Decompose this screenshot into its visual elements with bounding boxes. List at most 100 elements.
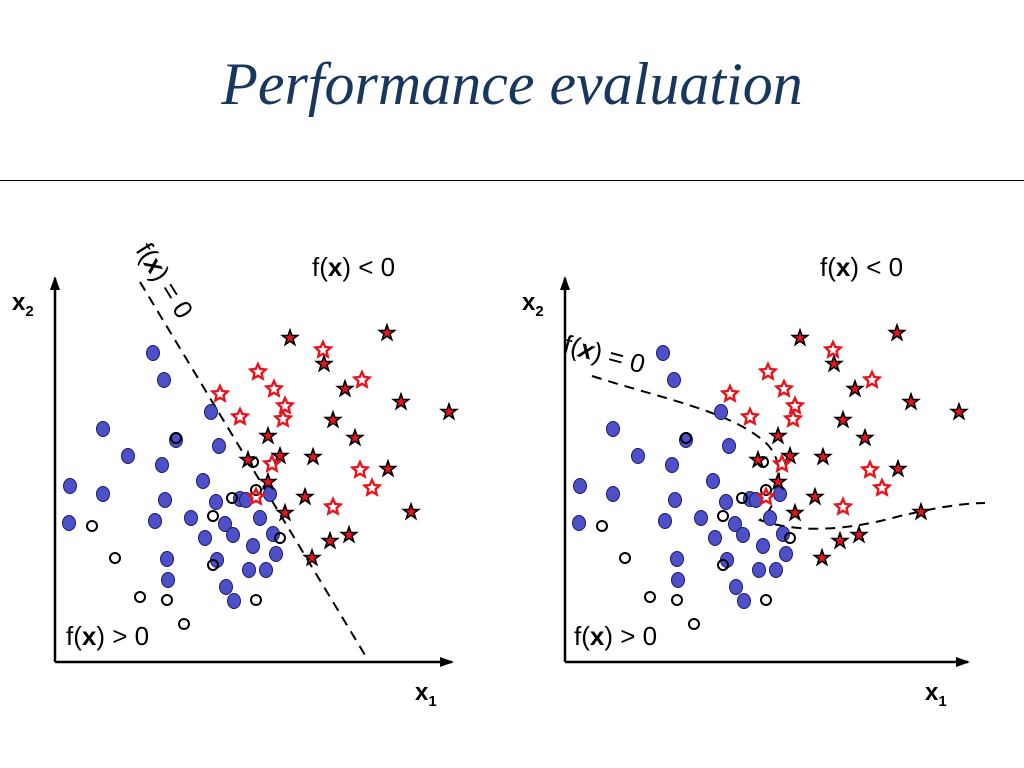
red-star-point xyxy=(739,406,761,426)
blue-point xyxy=(161,572,175,588)
right-red-stars xyxy=(719,339,893,516)
black-star-point xyxy=(258,425,278,445)
blue-point xyxy=(668,492,682,508)
black-star-point xyxy=(813,446,833,466)
blue-point xyxy=(752,562,766,578)
black-star-point xyxy=(320,530,340,550)
blue-point xyxy=(259,562,273,578)
red-star-point xyxy=(245,486,267,506)
blue-point xyxy=(269,546,283,562)
right-panel: x2 x1 f(x) < 0 f(x) > 0 f(x) = 0 xyxy=(522,252,986,710)
blue-point xyxy=(728,516,742,532)
red-star-point xyxy=(773,378,795,398)
open-circle-point xyxy=(736,492,748,504)
black-star-point xyxy=(833,409,853,429)
black-star-point xyxy=(949,401,969,421)
blue-point xyxy=(769,562,783,578)
blue-point xyxy=(572,515,586,531)
blue-point xyxy=(714,404,728,420)
black-star-point xyxy=(785,502,805,522)
black-star-point xyxy=(790,327,810,347)
open-circle-point xyxy=(86,520,98,532)
blue-point xyxy=(184,510,198,526)
open-circle-point xyxy=(760,484,772,496)
black-star-point xyxy=(830,530,850,550)
blue-point xyxy=(96,421,110,437)
blue-point xyxy=(606,486,620,502)
blue-point xyxy=(736,527,750,543)
blue-point xyxy=(253,510,267,526)
left-x-axis-label: x1 xyxy=(415,679,437,710)
blue-point xyxy=(670,551,684,567)
blue-point xyxy=(219,579,233,595)
left-blue-points xyxy=(62,345,283,609)
blue-point xyxy=(729,579,743,595)
left-boundary-label: f(x) = 0 xyxy=(130,237,199,323)
open-circle-point xyxy=(717,559,729,571)
left-decision-boundary xyxy=(139,281,369,661)
blue-point xyxy=(204,404,218,420)
blue-point xyxy=(756,538,770,554)
blue-point xyxy=(121,448,135,464)
black-star-point xyxy=(849,524,869,544)
red-star-point xyxy=(263,378,285,398)
open-circle-point xyxy=(109,552,121,564)
red-star-point xyxy=(782,408,804,428)
black-star-point xyxy=(238,449,258,469)
red-star-point xyxy=(832,496,854,516)
left-black-stars xyxy=(238,322,459,567)
black-star-point xyxy=(270,445,290,465)
red-star-point xyxy=(351,369,373,389)
open-circle-point xyxy=(170,432,182,444)
blue-point xyxy=(667,372,681,388)
open-circle-point xyxy=(760,594,772,606)
black-star-point xyxy=(887,322,907,342)
blue-point xyxy=(737,593,751,609)
blue-point xyxy=(779,546,793,562)
red-star-point xyxy=(861,369,883,389)
red-star-point xyxy=(871,477,893,497)
blue-point xyxy=(209,494,223,510)
black-star-point xyxy=(339,524,359,544)
black-star-point xyxy=(888,458,908,478)
blue-point xyxy=(62,515,76,531)
black-star-point xyxy=(401,501,421,521)
black-star-point xyxy=(768,425,788,445)
red-star-point xyxy=(719,383,741,403)
red-star-point xyxy=(349,459,371,479)
red-star-point xyxy=(261,453,283,473)
black-star-point xyxy=(345,427,365,447)
right-positive-region-label: f(x) > 0 xyxy=(574,621,657,651)
open-circle-point xyxy=(784,532,796,544)
red-star-point xyxy=(272,408,294,428)
blue-point xyxy=(246,538,260,554)
open-circle-point xyxy=(688,618,700,630)
open-circle-point xyxy=(596,520,608,532)
black-star-point xyxy=(295,486,315,506)
blue-point xyxy=(722,438,736,454)
blue-point xyxy=(212,438,226,454)
right-negative-region-label: f(x) < 0 xyxy=(820,252,903,282)
blue-point xyxy=(158,492,172,508)
title-divider xyxy=(0,180,1024,181)
red-star-point xyxy=(209,383,231,403)
open-circle-point xyxy=(250,594,262,606)
blue-point xyxy=(719,494,733,510)
black-star-point xyxy=(335,378,355,398)
black-star-point xyxy=(314,353,334,373)
blue-point xyxy=(573,478,587,494)
black-star-point xyxy=(855,427,875,447)
black-star-point xyxy=(323,409,343,429)
blue-point xyxy=(157,372,171,388)
open-circle-point xyxy=(274,532,286,544)
left-red-stars xyxy=(209,339,383,516)
right-open-circles xyxy=(596,432,796,630)
right-x-axis-label: x1 xyxy=(925,679,947,710)
right-blue-points xyxy=(572,345,793,609)
red-star-point xyxy=(274,395,296,415)
red-star-point xyxy=(229,406,251,426)
red-star-point xyxy=(312,339,334,359)
blue-point xyxy=(218,516,232,532)
red-star-point xyxy=(822,339,844,359)
black-star-point xyxy=(303,446,323,466)
